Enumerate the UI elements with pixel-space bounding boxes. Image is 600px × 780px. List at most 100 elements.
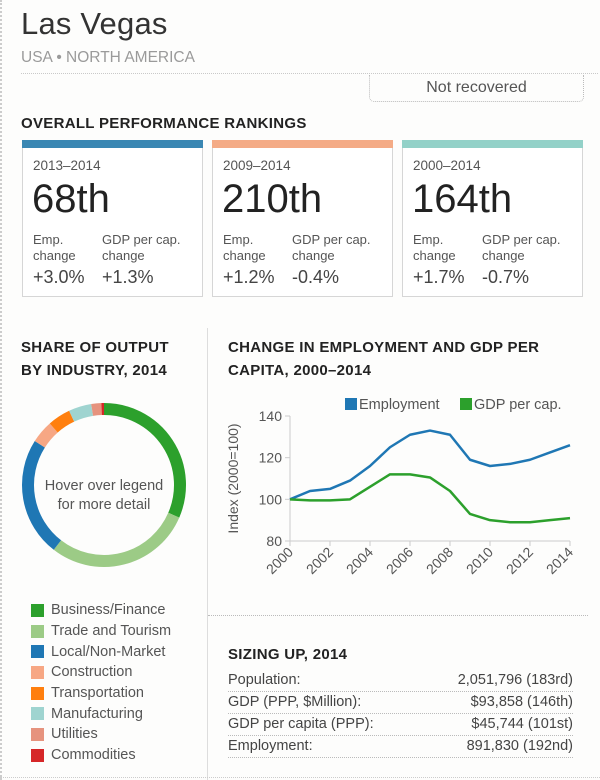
sizing-row-gdp-per-capita: GDP per capita (PPP): $45,744 (101st)	[228, 714, 573, 736]
y-tick-label: 80	[266, 533, 282, 549]
sizing-row-population: Population: 2,051,796 (183rd)	[228, 670, 573, 692]
emp-change-value: +3.0%	[33, 267, 85, 287]
row-label: Employment:	[228, 738, 313, 754]
card-rank: 210th	[222, 177, 323, 221]
sizing-up-heading: SIZING UP, 2014	[228, 646, 348, 663]
card-color-bar	[402, 140, 583, 148]
legend-swatch	[31, 686, 44, 700]
legend-item-manufacturing[interactable]: Manufacturing	[31, 703, 171, 724]
card-period: 2009–2014	[223, 158, 291, 173]
emp-change-label: Emp. change	[223, 232, 266, 263]
row-label: GDP (PPP, $Million):	[228, 694, 362, 710]
legend-label: Commodities	[51, 747, 136, 764]
row-value: 2,051,796 (183rd)	[457, 672, 573, 688]
chart-legend-item-gdp-per-cap[interactable]: GDP per cap.	[460, 397, 562, 413]
x-tick-label: 2006	[383, 544, 416, 577]
card-color-bar	[212, 140, 393, 148]
gdp-change-label: GDP per cap. change	[482, 232, 561, 263]
row-value: $45,744 (101st)	[471, 716, 573, 732]
y-tick-label: 120	[259, 450, 283, 466]
legend-label: Manufacturing	[51, 705, 143, 722]
gdp-change-label: GDP per cap. change	[292, 232, 371, 263]
donut-slice-local-non-market	[22, 441, 62, 550]
sizing-row-employment: Employment: 891,830 (192nd)	[228, 736, 573, 758]
legend-label: Transportation	[51, 685, 144, 702]
x-tick-label: 2010	[463, 544, 496, 577]
x-tick-label: 2004	[343, 544, 376, 577]
row-label: GDP per capita (PPP):	[228, 716, 374, 732]
legend-label: Business/Finance	[51, 602, 166, 619]
gdp-change-value: -0.7%	[482, 267, 530, 287]
y-axis-label: Index (2000=100)	[225, 423, 241, 533]
y-tick-label: 140	[259, 408, 283, 424]
legend-item-commodities[interactable]: Commodities	[31, 745, 171, 766]
sizing-row-gdp: GDP (PPP, $Million): $93,858 (146th)	[228, 692, 573, 714]
donut-slice-business-finance	[103, 403, 186, 518]
series-line-gdp-per-cap	[289, 473, 571, 524]
city-title: Las Vegas	[21, 6, 168, 41]
legend-label: Utilities	[51, 726, 98, 743]
emp-change-value: +1.7%	[413, 267, 465, 287]
legend-swatch	[31, 665, 44, 679]
gdp-change-value: +1.3%	[102, 267, 154, 287]
row-label: Population:	[228, 672, 301, 688]
column-divider	[207, 328, 208, 780]
header-divider	[21, 73, 598, 74]
ranking-card-2013-2014: 2013–2014 68th Emp. change GDP per cap. ch…	[22, 140, 203, 297]
donut-slice-transportation	[49, 410, 75, 433]
donut-slice-trade-and-tourism	[53, 512, 180, 567]
legend-item-transportation[interactable]: Transportation	[31, 683, 171, 704]
region-subtitle: USA • NORTH AMERICA	[21, 49, 195, 66]
legend-swatch	[31, 624, 44, 638]
donut-slice-construction	[34, 423, 58, 448]
legend-swatch	[31, 645, 44, 659]
rankings-heading: OVERALL PERFORMANCE RANKINGS	[21, 115, 307, 132]
recovery-status-badge: Not recovered	[369, 75, 584, 102]
ranking-card-2000-2014: 2000–2014 164th Emp. change GDP per cap. c…	[402, 140, 583, 297]
chart-legend-item-employment[interactable]: Employment	[345, 397, 440, 413]
legend-swatch	[31, 707, 44, 721]
chart-legend-swatch	[460, 398, 472, 410]
chart-legend-swatch	[345, 398, 357, 410]
donut-center-hint: Hover over legend for more detail	[44, 478, 164, 513]
gdp-change-value: -0.4%	[292, 267, 340, 287]
section-divider	[208, 615, 588, 616]
series-line-employment	[289, 429, 571, 501]
emp-change-value: +1.2%	[223, 267, 275, 287]
y-tick-label: 100	[259, 491, 283, 507]
sizing-up-table: Population: 2,051,796 (183rd) GDP (PPP, $…	[228, 670, 573, 758]
donut-slice-utilities	[91, 403, 102, 416]
card-period: 2013–2014	[33, 158, 101, 173]
x-tick-label: 2002	[303, 544, 336, 577]
industry-legend: Business/Finance Trade and Tourism Local/N…	[31, 600, 171, 766]
row-value: $93,858 (146th)	[470, 694, 573, 710]
legend-swatch	[31, 727, 44, 741]
row-value: 891,830 (192nd)	[466, 738, 573, 754]
x-tick-label: 2014	[543, 544, 576, 577]
bottom-border	[0, 777, 600, 778]
legend-item-construction[interactable]: Construction	[31, 662, 171, 683]
x-tick-label: 2008	[423, 544, 456, 577]
employment-gdp-heading: CHANGE IN EMPLOYMENT AND GDP PER CAPITA, …	[228, 339, 540, 379]
industry-donut-chart	[22, 403, 186, 567]
gdp-change-label: GDP per cap. change	[102, 232, 181, 263]
share-of-output-heading: SHARE OF OUTPUT BY INDUSTRY, 2014	[21, 339, 169, 379]
x-tick-label: 2012	[503, 544, 536, 577]
legend-item-business-finance[interactable]: Business/Finance	[31, 600, 171, 621]
legend-label: Trade and Tourism	[51, 623, 172, 640]
card-rank: 164th	[412, 177, 513, 221]
card-period: 2000–2014	[413, 158, 481, 173]
chart-legend-label: Employment	[359, 397, 440, 413]
donut-slice-manufacturing	[69, 404, 94, 422]
legend-item-utilities[interactable]: Utilities	[31, 724, 171, 745]
ranking-card-2009-2014: 2009–2014 210th Emp. change GDP per cap. c…	[212, 140, 393, 297]
legend-swatch	[31, 603, 44, 617]
legend-label: Local/Non-Market	[51, 643, 166, 660]
legend-item-trade-and-tourism[interactable]: Trade and Tourism	[31, 621, 171, 642]
card-rank: 68th	[32, 177, 110, 221]
legend-item-local-non-market[interactable]: Local/Non-Market	[31, 641, 171, 662]
emp-change-label: Emp. change	[33, 232, 76, 263]
emp-change-label: Emp. change	[413, 232, 456, 263]
